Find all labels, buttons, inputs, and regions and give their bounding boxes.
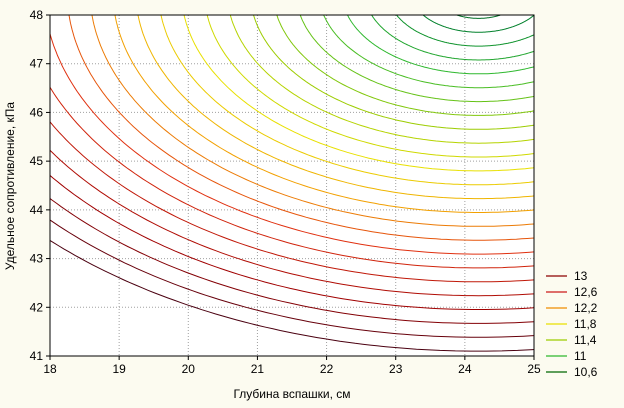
contour-line xyxy=(50,149,534,297)
x-tick-label: 18 xyxy=(43,362,57,376)
x-axis-ticks: 18 19 20 21 22 23 24 25 xyxy=(43,356,541,376)
contour-line xyxy=(50,31,534,255)
x-tick-label: 21 xyxy=(251,362,265,376)
contour-line xyxy=(68,15,534,241)
contour-line xyxy=(455,15,503,19)
contour-line xyxy=(137,15,534,200)
legend-label: 12,6 xyxy=(574,285,598,299)
contour-line xyxy=(50,121,534,283)
contour-line xyxy=(323,15,534,89)
contour-line xyxy=(253,15,534,130)
y-axis-ticks: 41 42 43 44 45 46 47 48 xyxy=(30,8,50,363)
contour-line xyxy=(206,15,534,158)
x-tick-label: 22 xyxy=(320,362,334,376)
contour-line xyxy=(114,15,534,213)
y-tick-label: 46 xyxy=(30,105,44,119)
x-tick-label: 20 xyxy=(182,362,196,376)
y-tick-label: 41 xyxy=(30,349,44,363)
contour-line xyxy=(50,239,534,352)
legend-label: 11,4 xyxy=(574,333,597,347)
contour-line xyxy=(50,197,534,324)
contour-line xyxy=(50,86,534,269)
contour-line xyxy=(395,15,534,47)
plot-background xyxy=(50,15,534,356)
legend: 13 12,6 12,2 11,8 11,4 11 10,6 xyxy=(546,269,598,379)
contour-lines xyxy=(50,0,534,352)
contour-line xyxy=(183,15,534,172)
contour-line xyxy=(422,15,534,33)
x-tick-label: 25 xyxy=(527,362,541,376)
legend-label: 11,8 xyxy=(574,317,597,331)
y-tick-label: 43 xyxy=(30,252,44,266)
y-tick-label: 42 xyxy=(30,300,44,314)
contour-line xyxy=(276,15,534,116)
contour-line xyxy=(160,15,534,186)
x-axis-label: Глубина вспашки, см xyxy=(233,387,350,401)
y-tick-label: 47 xyxy=(30,57,44,71)
x-tick-label: 23 xyxy=(389,362,403,376)
contour-line xyxy=(229,15,534,144)
contour-line xyxy=(91,15,534,227)
legend-label: 13 xyxy=(574,269,588,283)
legend-label: 12,2 xyxy=(574,301,598,315)
y-tick-label: 45 xyxy=(30,154,44,168)
y-tick-label: 44 xyxy=(30,203,44,217)
y-axis-label: Удельное сопротивление, кПа xyxy=(3,102,17,270)
plot-frame xyxy=(49,14,535,357)
contour-line xyxy=(456,0,502,5)
contour-line xyxy=(50,174,534,310)
contour-line xyxy=(299,15,534,103)
y-tick-label: 48 xyxy=(30,8,44,22)
contour-line xyxy=(371,15,534,61)
legend-label: 10,6 xyxy=(574,365,598,379)
legend-label: 11 xyxy=(574,349,587,363)
contour-line xyxy=(50,219,534,338)
x-tick-label: 24 xyxy=(458,362,472,376)
x-tick-label: 19 xyxy=(112,362,126,376)
contour-line xyxy=(346,15,534,75)
